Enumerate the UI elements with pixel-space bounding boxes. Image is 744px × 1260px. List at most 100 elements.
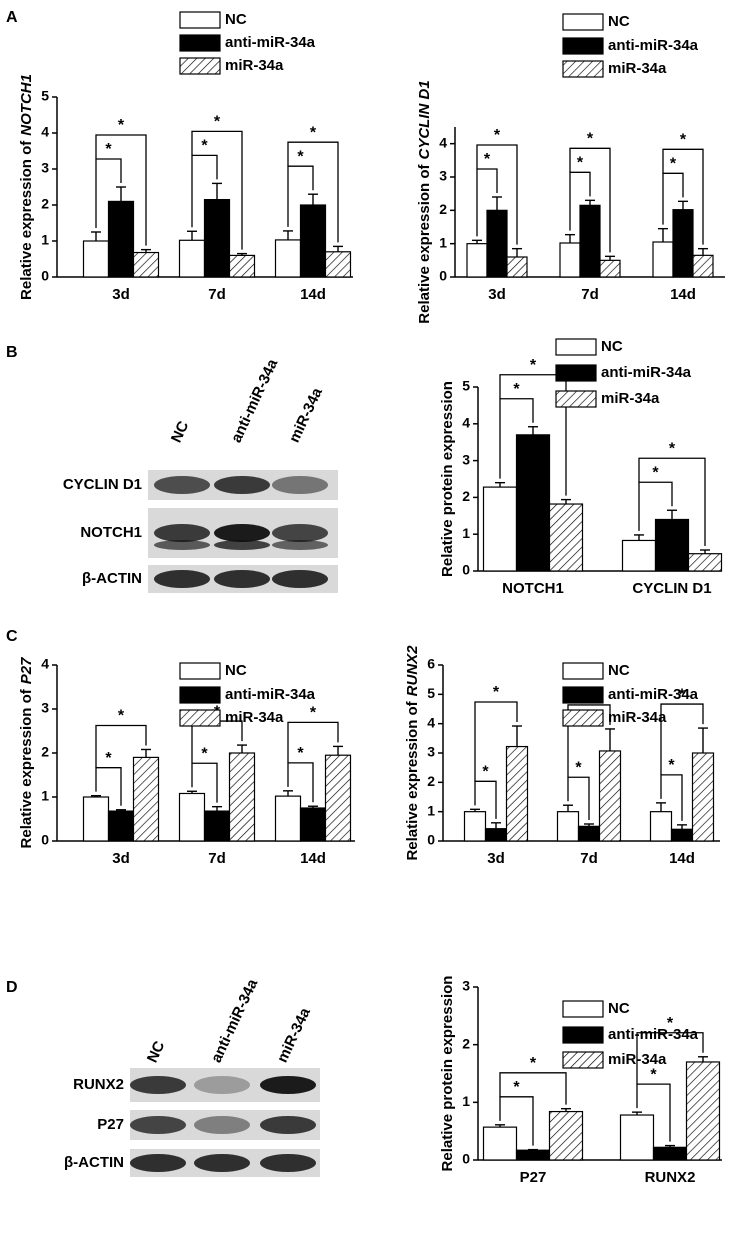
legend-swatch [555, 390, 597, 408]
x-tick-label: P27 [520, 1169, 547, 1186]
blot-band [214, 476, 270, 494]
significance-star: * [310, 124, 317, 141]
bar [203, 810, 231, 842]
y-tick-label: 4 [462, 415, 470, 431]
significance-star: * [297, 745, 304, 762]
y-axis-label-gene: RUNX2 [404, 645, 421, 697]
blot-row-label: RUNX2 [73, 1076, 124, 1093]
blot-band [130, 1076, 186, 1094]
y-tick-label: 4 [427, 714, 435, 730]
y-tick-label: 3 [41, 700, 49, 716]
blot-band [214, 524, 270, 542]
bar [649, 811, 673, 842]
significance-star: * [493, 684, 500, 701]
blot-band [154, 476, 210, 494]
blot-band [260, 1154, 316, 1172]
legend-label: anti-miR-34a [225, 34, 316, 51]
legend-swatch [555, 364, 597, 382]
blot-band [130, 1116, 186, 1134]
legend-label: anti-miR-34a [608, 37, 699, 54]
x-tick-label: 3d [488, 286, 506, 303]
bar [621, 539, 657, 572]
y-tick-label: 2 [462, 1035, 470, 1051]
y-axis-label-gene: CYCLIN D1 [416, 80, 433, 159]
significance-star: * [670, 156, 677, 173]
legend-swatch [179, 662, 221, 680]
y-tick-label: 4 [41, 656, 49, 672]
bar [670, 828, 694, 842]
y-tick-label: 1 [41, 788, 49, 804]
y-tick-label: 3 [462, 978, 470, 994]
bar [324, 251, 352, 278]
significance-star: * [679, 686, 686, 703]
significance-star: * [484, 151, 491, 168]
significance-star: * [667, 1015, 674, 1032]
legend-label: NC [608, 13, 630, 30]
y-axis-label-text: Relative protein expression [439, 381, 456, 577]
significance-star: * [680, 132, 687, 149]
y-axis-label-text: Relative protein expression [439, 976, 456, 1172]
bar [82, 796, 110, 842]
legend-swatch [179, 11, 221, 29]
significance-bracket [567, 704, 611, 778]
legend-swatch [179, 686, 221, 704]
blot-band [130, 1154, 186, 1172]
legend-swatch [179, 34, 221, 52]
blot-column-label: NC [168, 418, 193, 445]
significance-bracket [662, 148, 704, 245]
legend-swatch [562, 1026, 604, 1044]
bar [692, 254, 714, 278]
blot-row-label: CYCLIN D1 [63, 476, 142, 493]
blot-column-label: miR-34a [286, 385, 326, 446]
x-tick-label: 14d [300, 286, 326, 303]
blot-band [214, 540, 270, 550]
legend-label: NC [601, 338, 623, 355]
bar [484, 828, 508, 842]
blot-column-label: anti-miR-34a [228, 356, 282, 445]
significance-star: * [118, 117, 125, 134]
significance-star: * [297, 148, 304, 165]
legend-label: anti-miR-34a [608, 686, 699, 703]
blot-row-label: NOTCH1 [80, 524, 142, 541]
y-tick-label: 2 [41, 196, 49, 212]
significance-bracket [476, 144, 518, 245]
blot-band [154, 570, 210, 588]
significance-bracket [567, 776, 590, 820]
y-tick-label: 3 [427, 744, 435, 760]
legend-label: NC [225, 11, 247, 28]
significance-star: * [587, 131, 594, 148]
y-tick-label: 5 [427, 685, 435, 701]
y-tick-label: 1 [41, 232, 49, 248]
bar [687, 553, 723, 572]
bar [107, 810, 135, 842]
significance-star: * [201, 745, 208, 762]
y-tick-label: 1 [462, 1093, 470, 1109]
blot-band [194, 1154, 250, 1172]
y-axis-label-gene: NOTCH1 [18, 74, 35, 136]
panel-letter: A [6, 9, 18, 26]
y-tick-label: 4 [439, 134, 447, 150]
significance-bracket [287, 165, 314, 227]
significance-bracket [499, 398, 534, 479]
significance-bracket [638, 457, 706, 547]
legend-label: miR-34a [608, 709, 667, 726]
y-axis-label: Relative protein expression [439, 976, 456, 1172]
x-tick-label: 7d [580, 850, 598, 867]
y-axis-label-text: Relative expression of [416, 163, 433, 323]
bar [652, 1146, 688, 1161]
y-axis-label: Relative protein expression [439, 381, 456, 577]
y-tick-label: 5 [462, 378, 470, 394]
significance-bracket [95, 158, 122, 228]
legend-swatch [179, 57, 221, 75]
x-tick-label: 14d [669, 850, 695, 867]
x-tick-label: RUNX2 [645, 1169, 696, 1186]
blot-row-label: P27 [97, 1116, 124, 1133]
y-tick-label: 3 [41, 160, 49, 176]
y-axis-label: Relative expression of P27 [18, 657, 35, 849]
legend-label: miR-34a [225, 57, 284, 74]
y-axis-label-gene: P27 [18, 657, 35, 684]
bar [548, 1110, 584, 1161]
significance-star: * [513, 381, 520, 398]
legend-label: NC [608, 1000, 630, 1017]
